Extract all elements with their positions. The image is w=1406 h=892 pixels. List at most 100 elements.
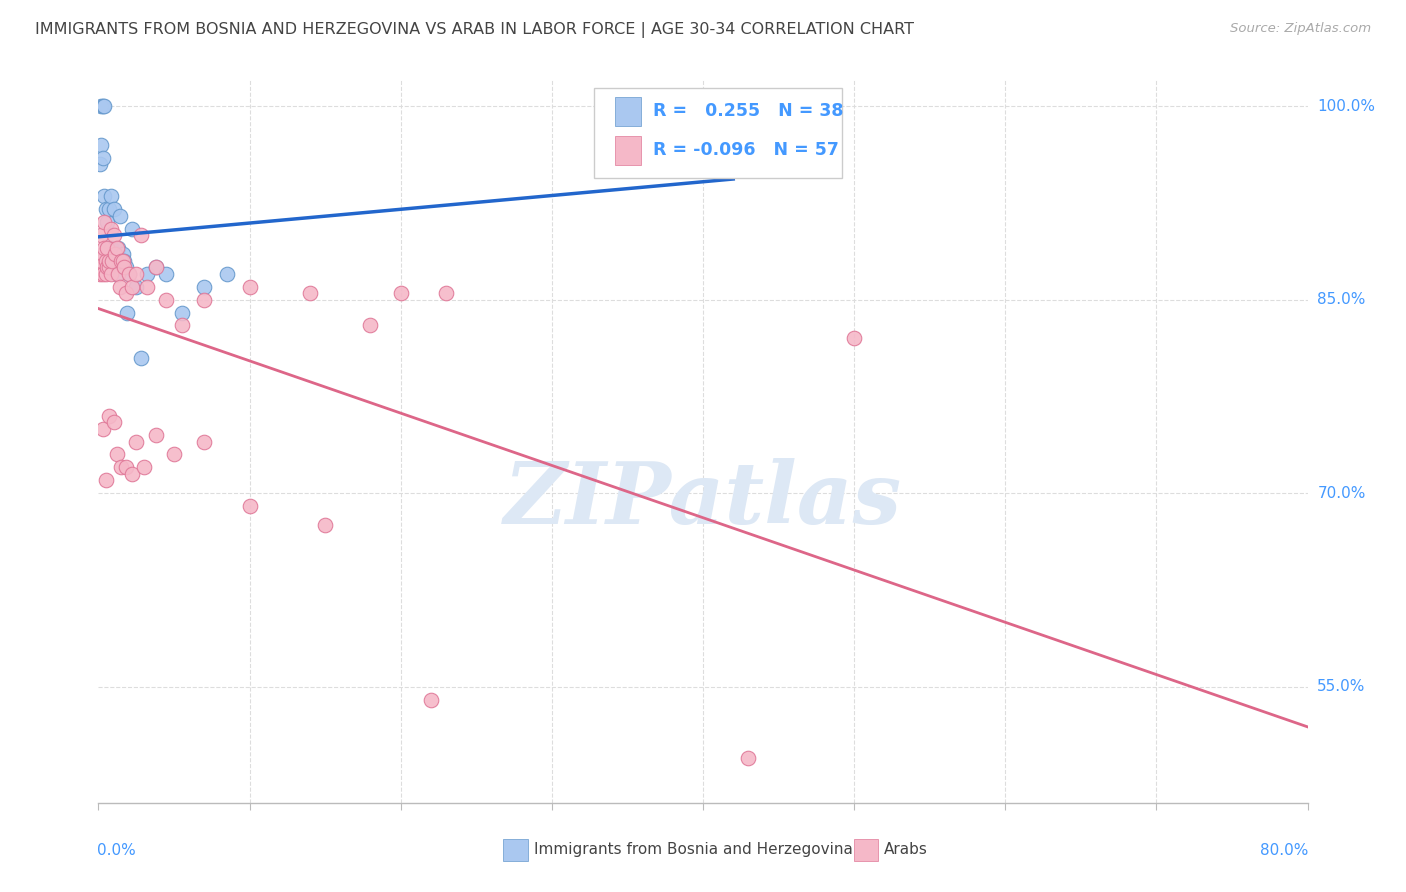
Text: 55.0%: 55.0%	[1317, 679, 1365, 694]
Point	[661, 112, 683, 126]
Text: 70.0%: 70.0%	[1317, 485, 1365, 500]
Point	[112, 260, 135, 275]
Text: IMMIGRANTS FROM BOSNIA AND HERZEGOVINA VS ARAB IN LABOR FORCE | AGE 30-34 CORREL: IMMIGRANTS FROM BOSNIA AND HERZEGOVINA V…	[35, 22, 914, 38]
Point	[844, 331, 866, 345]
Point	[104, 247, 127, 261]
Point	[94, 247, 117, 261]
Point	[129, 228, 152, 243]
Point	[107, 267, 129, 281]
Point	[105, 267, 128, 281]
Text: 80.0%: 80.0%	[1260, 843, 1309, 857]
Point	[108, 279, 131, 293]
Point	[110, 253, 132, 268]
Point	[100, 221, 122, 235]
Point	[111, 253, 134, 268]
Point	[118, 267, 141, 281]
Point	[420, 692, 443, 706]
Point	[91, 99, 114, 113]
Point	[91, 267, 114, 281]
Point	[103, 253, 125, 268]
Point	[93, 241, 115, 255]
FancyBboxPatch shape	[614, 136, 641, 165]
Point	[129, 351, 152, 365]
Point	[103, 202, 125, 217]
Point	[89, 157, 111, 171]
Point	[91, 422, 114, 436]
Point	[94, 473, 117, 487]
Point	[360, 318, 382, 333]
Point	[193, 434, 215, 449]
Point	[90, 137, 112, 152]
Point	[155, 293, 177, 307]
Point	[121, 221, 143, 235]
Point	[91, 151, 114, 165]
Point	[101, 253, 124, 268]
Point	[114, 260, 136, 275]
Point	[145, 428, 167, 442]
Point	[100, 241, 122, 255]
Point	[132, 460, 155, 475]
FancyBboxPatch shape	[855, 838, 879, 861]
Point	[135, 267, 157, 281]
Point	[104, 247, 127, 261]
Point	[737, 750, 759, 764]
Point	[114, 286, 136, 301]
Point	[105, 447, 128, 461]
Point	[111, 247, 134, 261]
Point	[121, 279, 143, 293]
Point	[125, 279, 148, 293]
Point	[94, 253, 117, 268]
Point	[193, 293, 215, 307]
Text: Arabs: Arabs	[884, 842, 928, 857]
Text: Source: ZipAtlas.com: Source: ZipAtlas.com	[1230, 22, 1371, 36]
Point	[108, 209, 131, 223]
Text: 100.0%: 100.0%	[1317, 99, 1375, 113]
Point	[170, 305, 193, 319]
Point	[90, 99, 112, 113]
Point	[125, 434, 148, 449]
Point	[103, 415, 125, 429]
Point	[100, 267, 122, 281]
Text: R =   0.255   N = 38: R = 0.255 N = 38	[654, 103, 844, 120]
Point	[389, 286, 412, 301]
Point	[98, 253, 121, 268]
Point	[96, 241, 118, 255]
Point	[90, 228, 112, 243]
Point	[98, 409, 121, 423]
Point	[110, 460, 132, 475]
Point	[93, 215, 115, 229]
Point	[98, 253, 121, 268]
Point	[125, 267, 148, 281]
Point	[145, 260, 167, 275]
Point	[101, 247, 124, 261]
Point	[103, 228, 125, 243]
Text: Immigrants from Bosnia and Herzegovina: Immigrants from Bosnia and Herzegovina	[534, 842, 852, 857]
Point	[155, 267, 177, 281]
Point	[434, 286, 457, 301]
Point	[107, 241, 129, 255]
Text: R = -0.096   N = 57: R = -0.096 N = 57	[654, 141, 839, 160]
FancyBboxPatch shape	[614, 97, 641, 126]
Point	[96, 241, 118, 255]
Point	[93, 99, 115, 113]
Text: 0.0%: 0.0%	[97, 843, 136, 857]
Point	[239, 499, 262, 513]
Point	[89, 267, 111, 281]
Point	[91, 247, 114, 261]
FancyBboxPatch shape	[595, 87, 842, 178]
Point	[145, 260, 167, 275]
Point	[96, 260, 118, 275]
Point	[112, 253, 135, 268]
Point	[121, 467, 143, 481]
Point	[94, 202, 117, 217]
Point	[215, 267, 238, 281]
Point	[114, 460, 136, 475]
Text: ZIPatlas: ZIPatlas	[503, 458, 903, 541]
Point	[135, 279, 157, 293]
Point	[98, 260, 121, 275]
Point	[163, 447, 186, 461]
Point	[170, 318, 193, 333]
Point	[239, 279, 262, 293]
Point	[100, 189, 122, 203]
Point	[90, 253, 112, 268]
